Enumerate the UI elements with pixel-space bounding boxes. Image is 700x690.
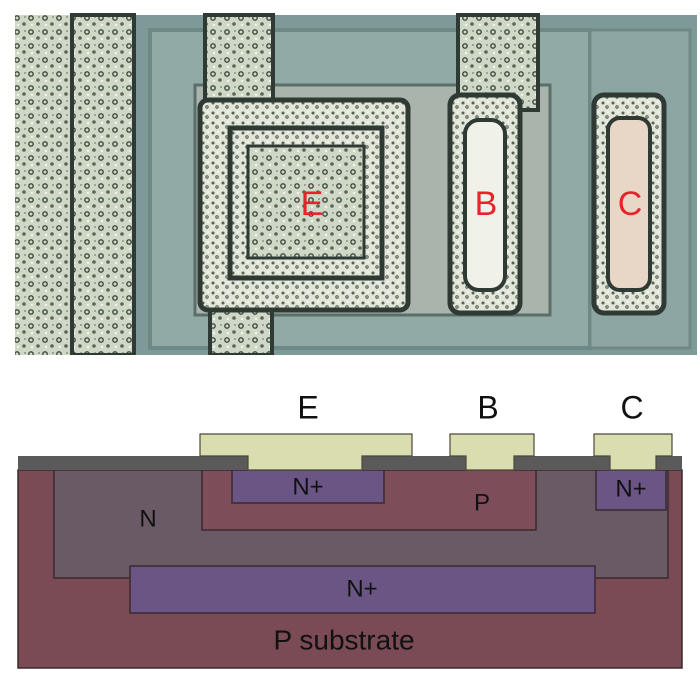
terminal-label-base: B — [477, 389, 498, 425]
emitter-n-plus — [231, 469, 385, 504]
left-trace — [70, 13, 136, 355]
region-label-emitter-n-plus: N+ — [292, 473, 323, 500]
base-contact — [463, 118, 507, 292]
micro-label-collector: C — [618, 185, 643, 223]
region-label-collector-n-plus: N+ — [615, 475, 646, 502]
left-metal-bus — [15, 15, 70, 355]
collector-contact — [606, 116, 652, 292]
micro-label-base: B — [475, 185, 498, 223]
region-label-buried-n-plus: N+ — [346, 575, 377, 602]
emitter-contact-inner — [246, 144, 366, 260]
collector-metal-contact — [593, 433, 673, 471]
region-label-p-base: P — [474, 489, 490, 516]
collector-n-plus — [595, 469, 667, 511]
buried-n-plus-layer — [129, 565, 596, 614]
region-label-p-substrate: P substrate — [273, 624, 414, 655]
oxide-layer-right — [656, 456, 682, 470]
emitter-lead — [203, 13, 275, 107]
terminal-label-collector: C — [620, 389, 643, 425]
emitter-metal-contact — [199, 433, 413, 471]
base-metal-contact — [449, 433, 535, 471]
micro-label-emitter: E — [301, 185, 324, 223]
emitter-contact-outer — [227, 125, 385, 281]
die-micrograph: E B C — [15, 13, 697, 355]
region-label-n-well: N — [139, 505, 156, 532]
terminal-label-emitter: E — [297, 389, 318, 425]
oxide-layer-emitter-base — [362, 456, 466, 470]
oxide-layer-base-collector — [514, 456, 610, 470]
oxide-layer-left — [18, 456, 248, 470]
